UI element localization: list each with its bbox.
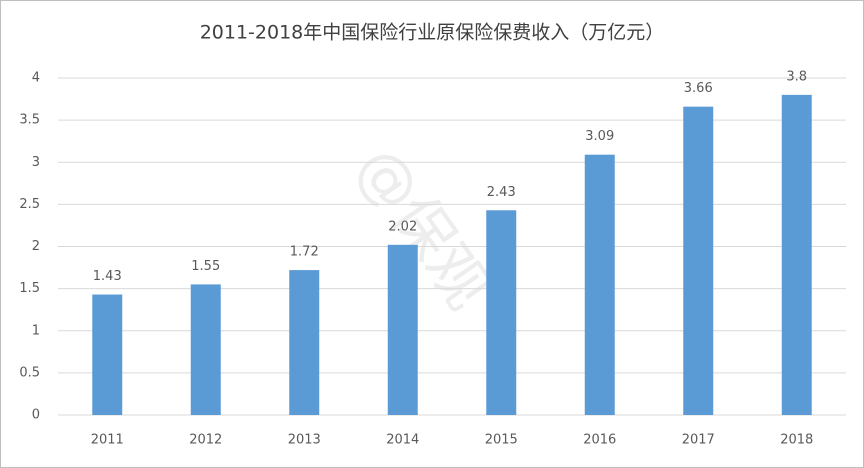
x-tick-label: 2013 [288,433,321,448]
x-tick-label: 2017 [682,433,715,448]
x-tick-label: 2015 [485,433,518,448]
y-tick-label: 1.5 [19,281,40,296]
value-label: 2.02 [388,219,417,234]
y-tick-label: 4 [32,71,40,86]
bar [190,284,221,415]
value-label: 1.43 [93,269,122,284]
chart-title: 2011-2018年中国保险行业原保险保费收入（万亿元） [200,22,665,44]
value-label: 3.09 [585,129,614,144]
value-label: 3.8 [786,69,807,84]
x-tick-label: 2016 [583,433,616,448]
x-tick-label: 2012 [189,433,222,448]
y-tick-label: 0 [32,408,40,423]
bar [486,210,517,415]
y-tick-label: 2 [32,239,40,254]
x-tick-label: 2018 [780,433,813,448]
x-tick-label: 2011 [91,433,124,448]
bar [781,94,812,415]
y-tick-label: 2.5 [19,197,40,212]
value-label: 3.66 [684,81,713,96]
y-tick-label: 3 [32,155,40,170]
bar [387,244,418,415]
x-tick-label: 2014 [386,433,419,448]
bar [92,294,123,415]
bar [289,270,320,415]
y-tick-label: 3.5 [19,113,40,128]
value-label: 1.55 [191,259,220,274]
bar [683,106,714,416]
bar [584,154,615,416]
value-label: 2.43 [487,185,516,200]
value-label: 1.72 [290,245,319,260]
y-tick-label: 0.5 [19,365,40,380]
y-tick-label: 1 [32,323,40,338]
